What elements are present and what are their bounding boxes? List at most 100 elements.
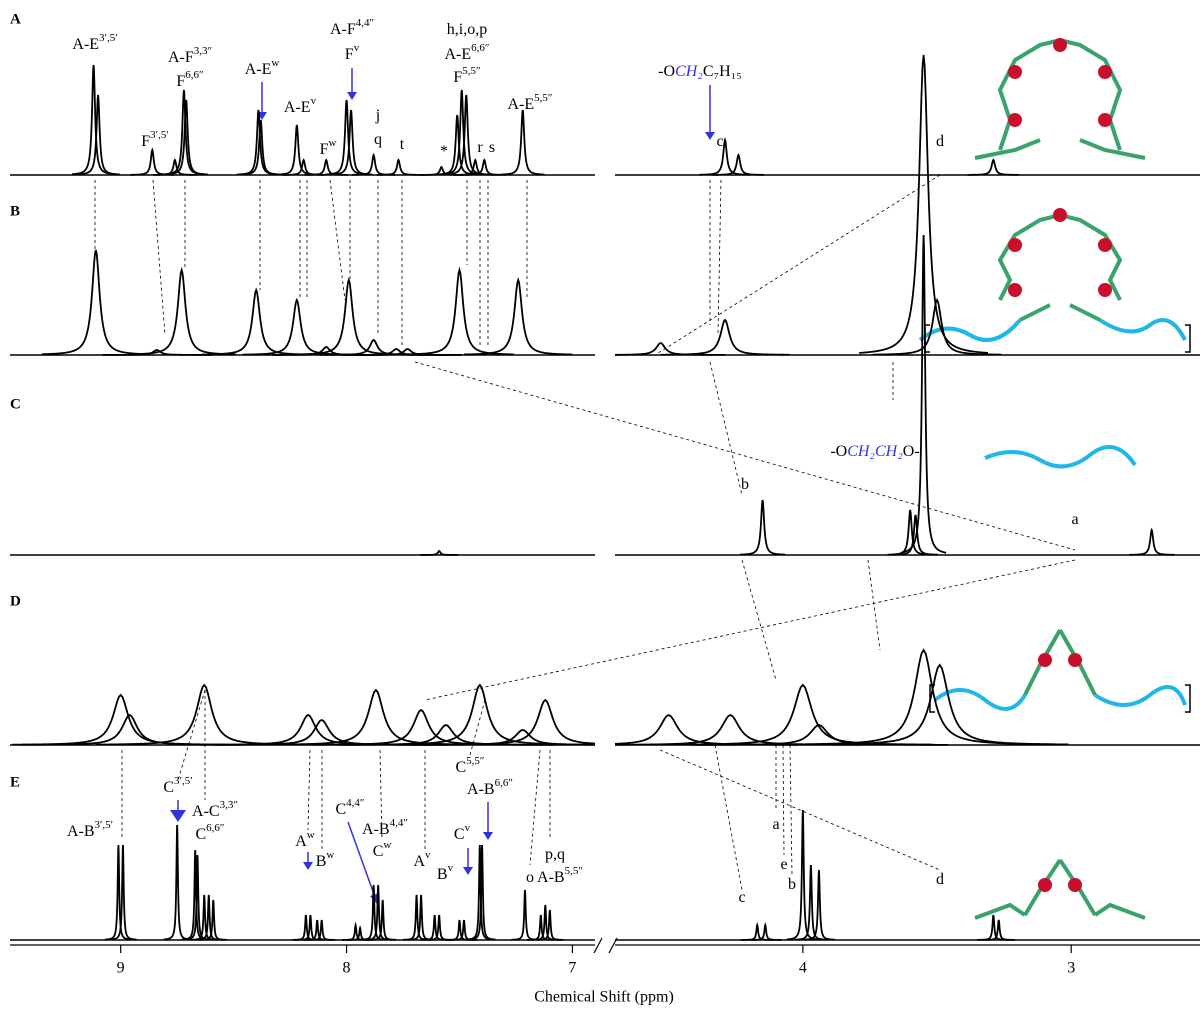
peak-annotation: -OCH₂CH₂O- xyxy=(830,443,919,460)
peak xyxy=(615,713,860,746)
peak xyxy=(741,921,774,941)
annotation-text: c xyxy=(738,889,745,906)
annotation-superscript: 4,4″ xyxy=(390,817,408,829)
peak-annotation: A-Ev xyxy=(284,95,317,116)
annotation-text: h,i,o,p xyxy=(447,21,487,38)
peak xyxy=(164,99,208,176)
annotation-text: A-B xyxy=(67,823,95,840)
peak xyxy=(900,234,947,554)
peak xyxy=(76,94,120,176)
peak-annotation: C5,5″ xyxy=(455,755,484,776)
peak-annotation: A-B4,4″ xyxy=(362,817,408,838)
peak xyxy=(740,499,786,556)
peak xyxy=(369,899,397,941)
peak-annotation: s xyxy=(489,139,495,156)
peak xyxy=(163,824,191,941)
peak-annotation: c xyxy=(716,133,723,150)
annotation-text: s xyxy=(489,139,495,156)
annotation-text: A-E xyxy=(508,96,535,113)
annotation-text: q xyxy=(374,131,382,148)
peak xyxy=(376,158,421,176)
annotation-text: C xyxy=(373,843,384,860)
peak-annotation: F5,5″ xyxy=(453,65,480,86)
axis-break xyxy=(593,937,618,954)
annotation-text: p,q xyxy=(545,846,565,863)
peak xyxy=(501,109,545,176)
peak xyxy=(794,648,1053,746)
annotation-superscript: 5,5″ xyxy=(462,65,480,77)
peak xyxy=(450,919,478,941)
molecule-cartoons xyxy=(918,37,1191,920)
peak-annotation: Fw xyxy=(320,137,337,158)
annotation-text: A-B xyxy=(537,869,565,886)
peak xyxy=(153,158,197,176)
peak xyxy=(421,914,449,941)
peak xyxy=(199,899,227,941)
peak xyxy=(275,124,319,176)
peak-annotation: h,i,o,p xyxy=(447,21,487,38)
annotation-tail: C₇H₁₅ xyxy=(703,63,742,80)
annotation-text: A-E xyxy=(445,46,472,63)
peak xyxy=(462,158,507,176)
panel-label: B xyxy=(10,203,20,219)
x-tick-label: 7 xyxy=(568,960,576,977)
annotation-text: d xyxy=(936,133,944,150)
annotation-text: B xyxy=(437,866,448,883)
peak-annotation: Cw xyxy=(373,839,392,860)
annotation-text: * xyxy=(440,143,448,160)
peak xyxy=(71,64,116,176)
peak-annotation: -OCH₂C₇H₁₅ xyxy=(658,63,742,80)
connector-lines xyxy=(94,174,1076,891)
annotation-text: -O xyxy=(658,63,675,80)
annotation-text: c xyxy=(716,133,723,150)
annotation-text: C xyxy=(454,826,465,843)
annotation-superscript: w xyxy=(328,137,336,149)
arrows xyxy=(170,68,715,904)
annotation-text: o xyxy=(526,869,534,886)
peak xyxy=(267,688,485,746)
peak-annotation: Aw xyxy=(295,829,315,850)
peak-annotation: A-E5,5″ xyxy=(508,92,553,113)
annotation-text: A-B xyxy=(467,781,495,798)
peak-annotation: c xyxy=(738,889,745,906)
peak xyxy=(468,844,496,941)
peak-annotation: A-B5,5″ xyxy=(537,865,583,886)
peak xyxy=(102,349,212,356)
panel-label: C xyxy=(10,396,21,412)
peak xyxy=(12,693,230,746)
peak xyxy=(872,298,1002,356)
peak-annotation: d xyxy=(936,871,944,888)
annotation-tail: O- xyxy=(903,443,920,460)
peak xyxy=(304,158,348,176)
peak-annotation: a xyxy=(1071,511,1078,528)
annotation-text: C xyxy=(195,826,206,843)
annotation-superscript: 5,5″ xyxy=(534,92,552,104)
annotation-superscript: 4,4″ xyxy=(356,17,374,29)
peak xyxy=(312,708,530,746)
annotation-superscript: 6,6″ xyxy=(495,777,513,789)
annotation-superscript: 5,5″ xyxy=(565,865,583,877)
peak-annotation: a xyxy=(772,816,779,833)
annotation-text: B xyxy=(316,853,327,870)
peak-annotation: q xyxy=(374,131,382,148)
peak-annotation: Av xyxy=(413,849,431,870)
peak-annotation: A-E6,6″ xyxy=(445,42,490,63)
annotation-superscript: w xyxy=(383,839,391,851)
annotation-text: F xyxy=(176,73,185,90)
peak xyxy=(353,348,462,356)
peak xyxy=(41,249,151,356)
peak-annotation: A-B6,6″ xyxy=(467,777,513,798)
panel-label: D xyxy=(10,593,21,609)
peak-annotation: Bw xyxy=(316,849,335,870)
peak xyxy=(436,698,596,746)
annotation-superscript: v xyxy=(425,849,431,861)
annotation-superscript: v xyxy=(448,862,454,874)
x-axis-label: Chemical Shift (ppm) xyxy=(534,989,674,1006)
annotation-superscript: 6,6″ xyxy=(471,42,489,54)
annotation-superscript: 3′,5′ xyxy=(95,819,114,831)
annotation-text: F xyxy=(320,141,329,158)
peak xyxy=(201,287,311,356)
annotation-superscript: 3′,5′ xyxy=(150,129,169,141)
annotation-text: F xyxy=(345,46,354,63)
peak xyxy=(407,894,435,941)
